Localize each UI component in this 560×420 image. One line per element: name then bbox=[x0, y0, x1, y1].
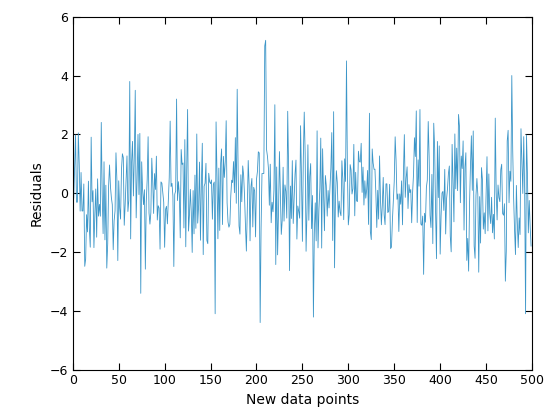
X-axis label: New data points: New data points bbox=[246, 393, 359, 407]
Y-axis label: Residuals: Residuals bbox=[30, 160, 44, 226]
